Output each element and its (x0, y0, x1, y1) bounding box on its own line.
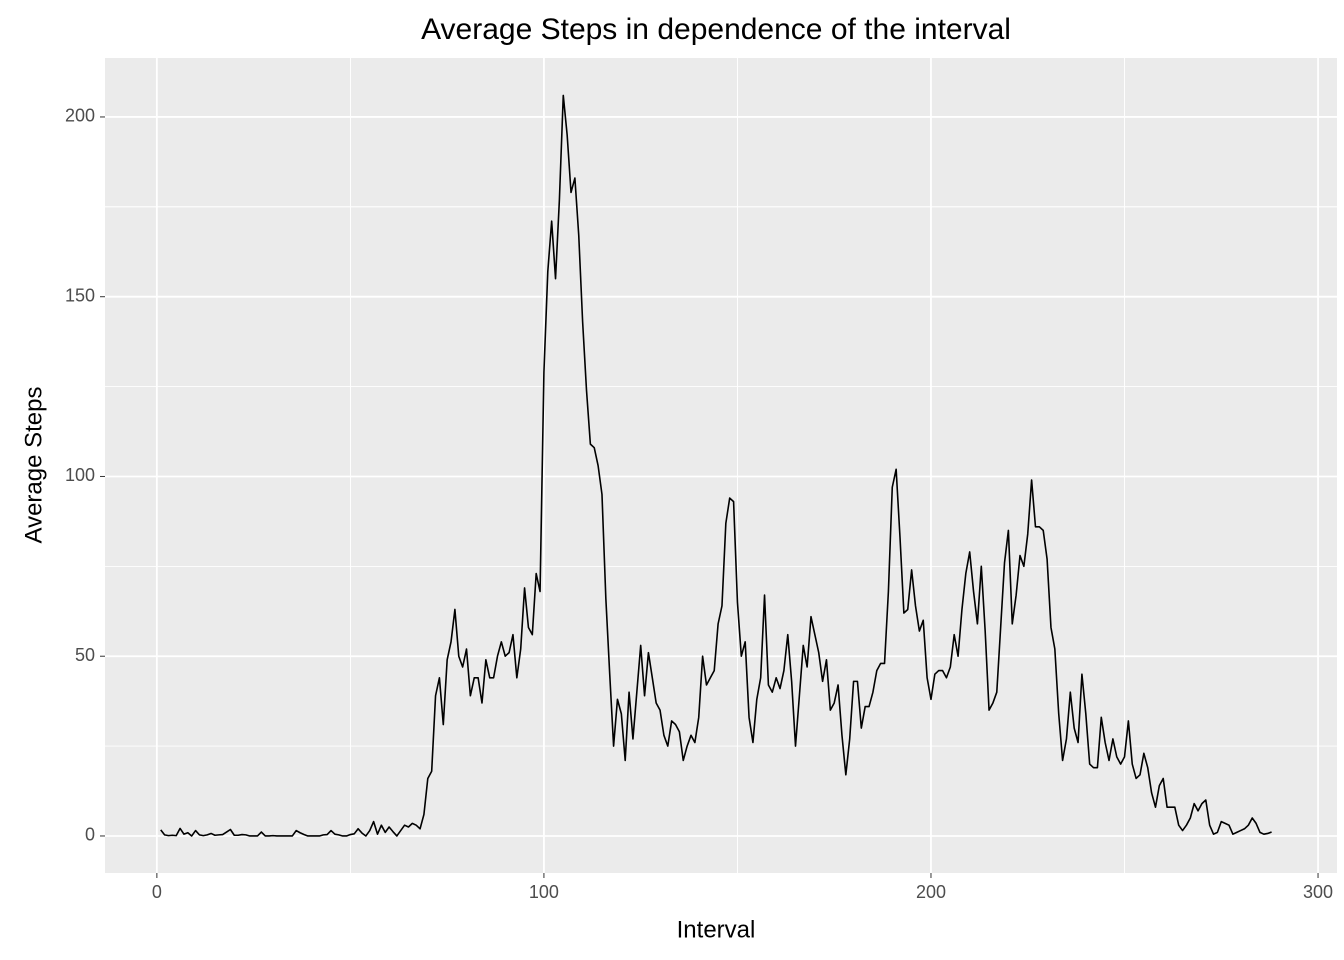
panel (105, 58, 1337, 873)
y-tick-label: 50 (75, 645, 95, 665)
marks (160, 94, 1272, 837)
x-tick-label: 200 (916, 882, 946, 902)
y-tick-label: 200 (65, 106, 95, 126)
x-axis-label: Interval (677, 916, 756, 943)
y-tick-label: 150 (65, 285, 95, 305)
line (160, 94, 1272, 837)
y-tick-label: 100 (65, 465, 95, 485)
x-tick-label: 100 (529, 882, 559, 902)
y-axis-label: Average Steps (20, 387, 47, 544)
x-tick-label: 0 (152, 882, 162, 902)
chart-title: Average Steps in dependence of the inter… (421, 13, 1011, 46)
y-tick-label: 0 (85, 825, 95, 845)
grid (105, 58, 1337, 873)
x-tick-label: 300 (1303, 882, 1333, 902)
